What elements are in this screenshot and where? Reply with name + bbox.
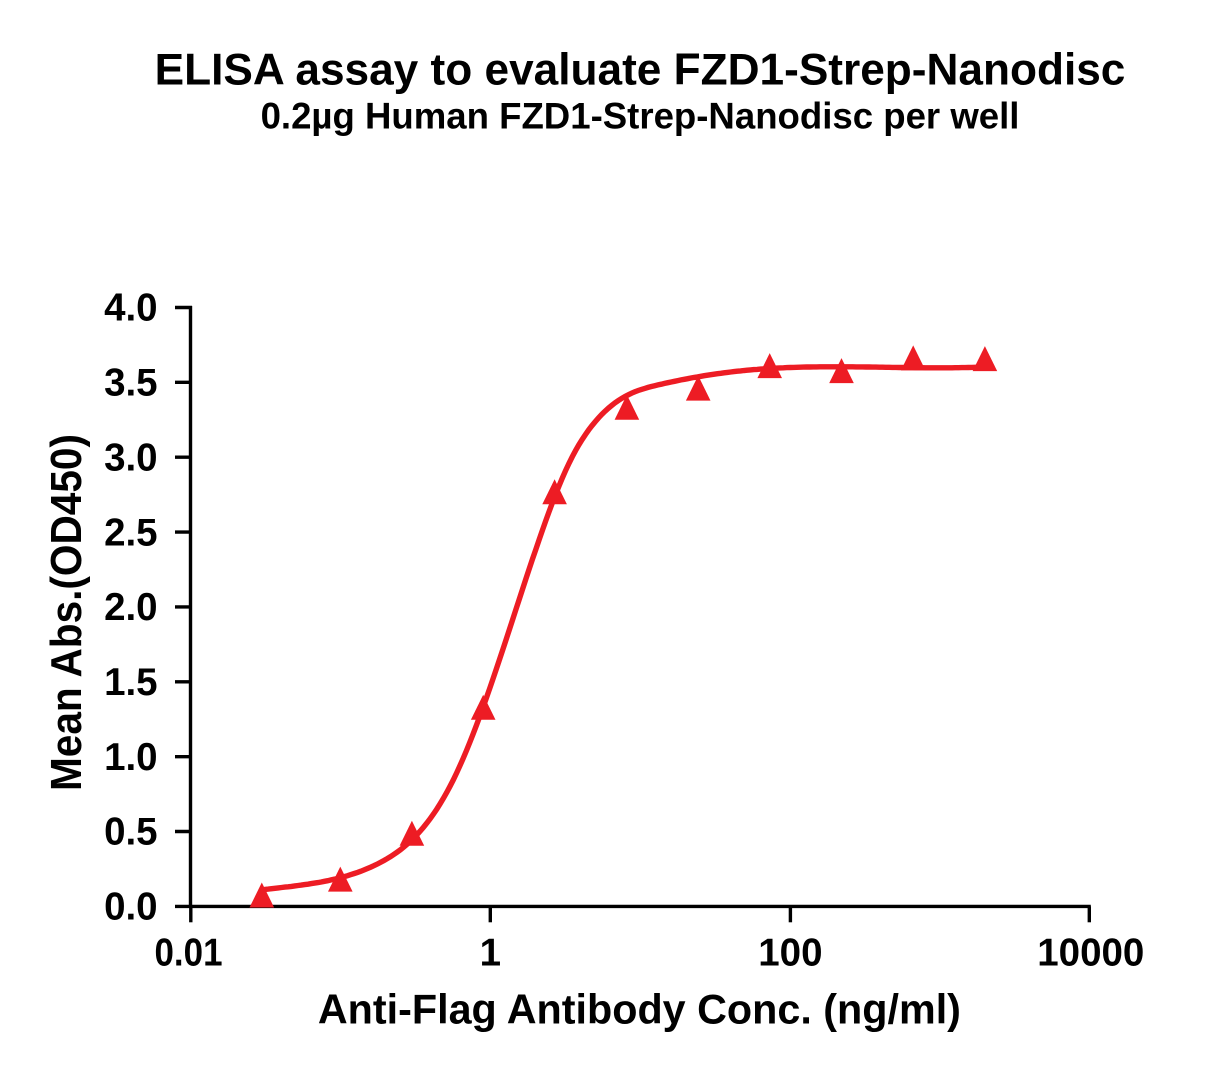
svg-text:0.5: 0.5	[104, 811, 158, 854]
svg-text:ELISA assay to evaluate FZD1-S: ELISA assay to evaluate FZD1-Strep-Nanod…	[155, 45, 1126, 94]
svg-text:1.0: 1.0	[104, 736, 158, 779]
svg-text:Mean Abs.(OD450): Mean Abs.(OD450)	[43, 434, 91, 791]
svg-text:2.5: 2.5	[104, 511, 158, 554]
svg-text:0.0: 0.0	[104, 886, 158, 929]
svg-text:0.2µg Human FZD1-Strep-Nanodis: 0.2µg Human FZD1-Strep-Nanodisc per well	[261, 96, 1020, 137]
svg-text:10000: 10000	[1037, 932, 1144, 975]
svg-text:3.5: 3.5	[104, 362, 158, 405]
svg-text:1: 1	[480, 932, 501, 975]
svg-text:1.5: 1.5	[104, 661, 158, 704]
svg-text:100: 100	[758, 932, 822, 975]
svg-text:3.0: 3.0	[104, 436, 158, 479]
svg-text:Anti-Flag Antibody Conc. (ng/m: Anti-Flag Antibody Conc. (ng/ml)	[318, 987, 961, 1033]
svg-text:4.0: 4.0	[104, 287, 158, 330]
svg-text:0.01: 0.01	[155, 932, 223, 975]
svg-text:2.0: 2.0	[104, 586, 158, 629]
